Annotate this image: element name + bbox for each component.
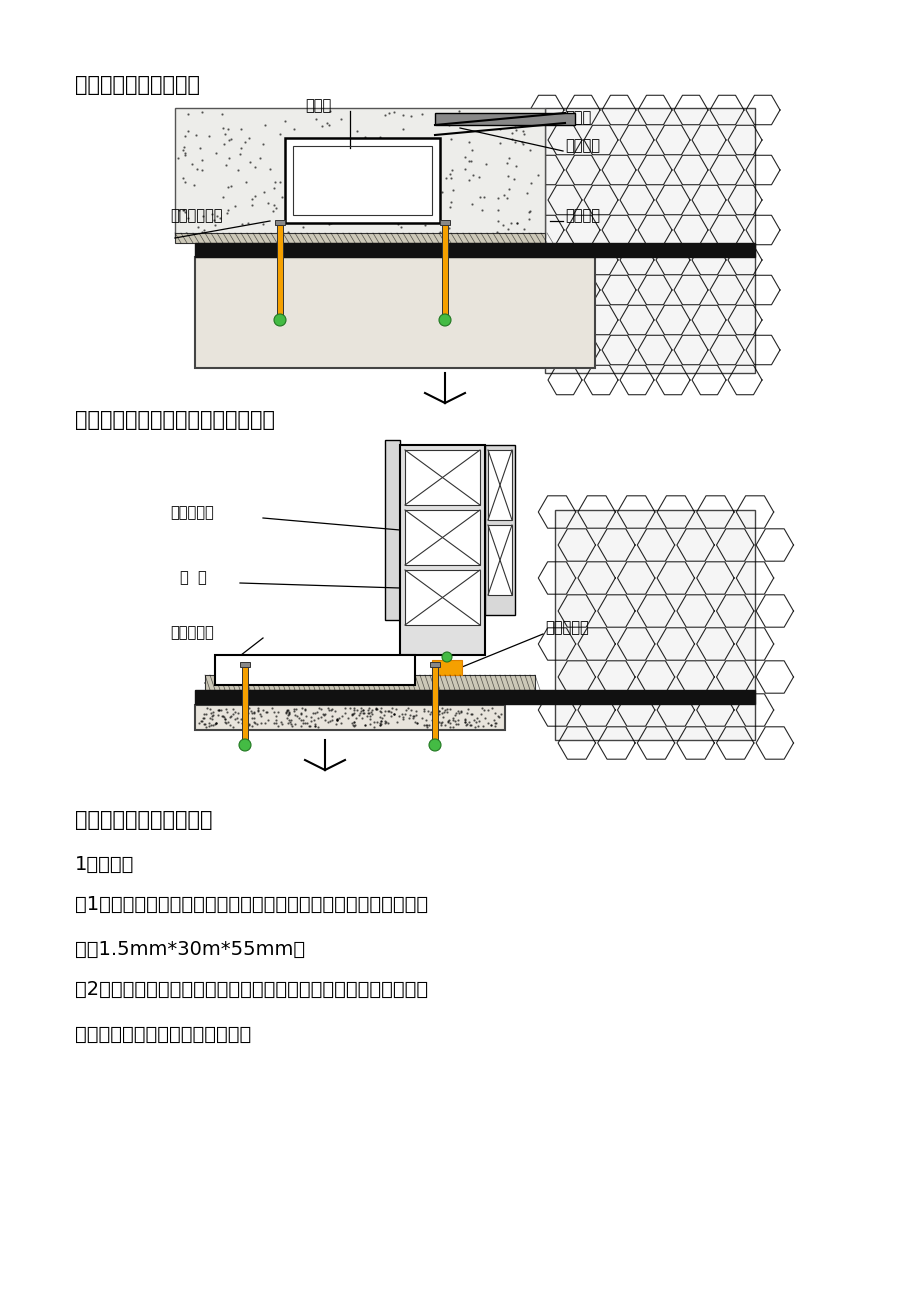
Bar (195, 690, 754, 704)
Text: 水泥砂浆抹灰: 水泥砂浆抹灰 (170, 208, 222, 223)
Text: 1、选料：: 1、选料： (75, 855, 134, 874)
Bar (554, 510, 754, 740)
Bar (175, 233, 544, 243)
Bar (195, 704, 505, 730)
Bar (205, 674, 535, 690)
Bar (215, 655, 414, 685)
Text: 发泡剂填充: 发泡剂填充 (544, 620, 588, 635)
Bar (400, 445, 484, 655)
Bar (487, 525, 512, 595)
Text: 三、钢副框安装示意图: 三、钢副框安装示意图 (75, 76, 199, 95)
Text: 膨胀螺栓: 膨胀螺栓 (564, 138, 599, 154)
Text: 外墙保温: 外墙保温 (564, 208, 599, 223)
Text: 固定件: 固定件 (564, 109, 591, 125)
Bar (404, 450, 480, 505)
Bar (175, 108, 544, 238)
Text: 五、钢副框加工工艺流程: 五、钢副框加工工艺流程 (75, 810, 212, 829)
Circle shape (438, 314, 450, 326)
Bar (275, 220, 285, 225)
Bar (292, 146, 432, 215)
Bar (404, 570, 480, 625)
Bar (441, 223, 448, 322)
Text: 部为防腐处理过的国标五金材料。: 部为防腐处理过的国标五金材料。 (75, 1025, 251, 1044)
Bar (277, 223, 283, 322)
Text: 耐候密封胶: 耐候密封胶 (170, 625, 213, 641)
Bar (242, 665, 248, 745)
Circle shape (441, 652, 451, 661)
Bar (195, 243, 754, 256)
Circle shape (239, 740, 251, 751)
Bar (195, 256, 595, 368)
Bar (544, 108, 754, 372)
Circle shape (428, 740, 440, 751)
Circle shape (274, 314, 286, 326)
Bar (404, 510, 480, 565)
Bar (285, 138, 439, 223)
Bar (432, 665, 437, 745)
Text: 四、钢副框、铝合金主框安装示意图: 四、钢副框、铝合金主框安装示意图 (75, 410, 275, 430)
Bar (384, 440, 400, 620)
Bar (429, 661, 439, 667)
Bar (487, 450, 512, 519)
Bar (240, 661, 250, 667)
Bar (432, 660, 461, 674)
Bar (435, 113, 574, 125)
Text: 螺  钉: 螺 钉 (180, 570, 207, 585)
Text: （1）该工程副框选用防腐处理的内外双面热镀锌的方钢，其截面尺: （1）该工程副框选用防腐处理的内外双面热镀锌的方钢，其截面尺 (75, 894, 427, 914)
Text: 铝合金外框: 铝合金外框 (170, 505, 213, 519)
Text: （2）该工程副框所用的五金件、紧固件及安装用的螺丝、螺栓等全: （2）该工程副框所用的五金件、紧固件及安装用的螺丝、螺栓等全 (75, 980, 427, 999)
Bar (484, 445, 515, 615)
Bar (439, 220, 449, 225)
Text: 寸为1.5mm*30m*55mm。: 寸为1.5mm*30m*55mm。 (75, 940, 305, 960)
Text: 钢副框: 钢副框 (305, 98, 331, 113)
